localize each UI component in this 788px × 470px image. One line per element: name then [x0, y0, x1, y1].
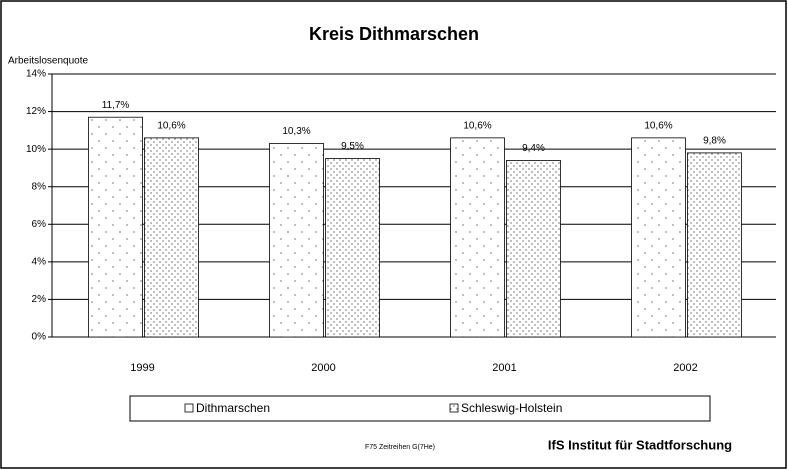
legend-label: Schleswig-Holstein: [461, 401, 562, 415]
value-label: 9,8%: [703, 136, 726, 147]
value-label: 10,3%: [282, 126, 310, 137]
chart-title: Kreis Dithmarschen: [309, 24, 479, 44]
value-label: 10,6%: [644, 121, 672, 132]
y-tick-label: 12%: [26, 106, 46, 117]
value-label: 11,7%: [102, 100, 130, 111]
bar: [687, 152, 742, 338]
source: IfS Institut für Stadtforschung: [548, 437, 732, 452]
x-tick-label: 2002: [673, 362, 697, 374]
x-tick-label: 2000: [311, 362, 335, 374]
value-label: 10,6%: [463, 121, 491, 132]
y-tick-label: 10%: [26, 144, 46, 155]
value-label: 9,4%: [522, 143, 545, 154]
legend-label: Dithmarschen: [196, 401, 270, 415]
y-tick-label: 4%: [32, 256, 47, 267]
footnote: F75 Zeitreihen G(7He): [365, 444, 435, 451]
legend-swatch: [449, 403, 459, 413]
value-label: 9,5%: [341, 141, 364, 152]
value-label: 10,6%: [157, 121, 185, 132]
legend-box: [129, 395, 711, 422]
bar: [88, 116, 143, 338]
bar: [506, 160, 561, 338]
bar: [269, 143, 324, 338]
y-tick-label: 0%: [32, 332, 47, 343]
x-tick-label: 1999: [130, 362, 154, 374]
y-tick-label: 6%: [32, 219, 47, 230]
y-tick-label: 2%: [32, 294, 47, 305]
bar: [144, 137, 199, 338]
y-tick-label: 14%: [26, 69, 46, 80]
legend-swatch: [184, 403, 194, 413]
y-tick-label: 8%: [32, 181, 47, 192]
x-tick-label: 2001: [492, 362, 516, 374]
bar: [631, 137, 686, 338]
bar: [325, 158, 380, 338]
bar: [450, 137, 505, 338]
y-axis-label: Arbeitslosenquote: [8, 56, 88, 67]
